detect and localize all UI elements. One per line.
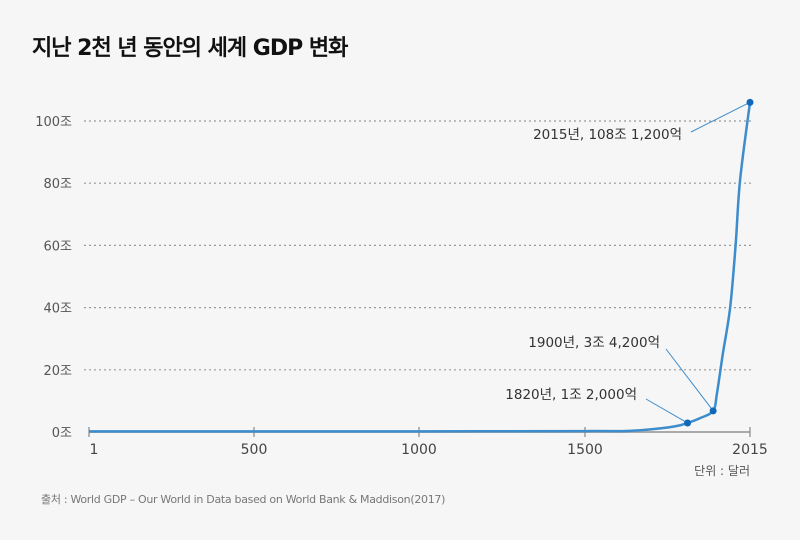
chart-title: 지난 2천 년 동안의 세계 GDP 변화 (32, 36, 348, 61)
annotation-label: 2015년, 108조 1,200억 (533, 127, 682, 143)
y-tick-label: 20조 (43, 364, 72, 379)
x-tick-label: 500 (241, 442, 268, 458)
x-tick-label: 2015 (732, 442, 768, 458)
y-tick-label: 40조 (43, 302, 72, 317)
gdp-series-line (89, 102, 752, 433)
y-tick-label: 0조 (52, 426, 72, 441)
data-point (709, 407, 717, 415)
y-tick-label: 100조 (35, 115, 72, 130)
source-note: 출처 : World GDP – Our World in Data based… (41, 493, 446, 506)
annotation-label: 1820년, 1조 2,000억 (505, 387, 637, 403)
x-tick-label: 1 (90, 442, 99, 458)
data-point (746, 98, 754, 106)
x-tick-label: 1500 (567, 442, 603, 458)
annotation-leader (690, 101, 751, 133)
x-tick-label: 1000 (401, 442, 437, 458)
annotation-leader (665, 348, 714, 412)
data-point (684, 419, 692, 427)
y-tick-label: 80조 (43, 177, 72, 192)
annotation-label: 1900년, 3조 4,200억 (528, 335, 660, 351)
y-tick-label: 60조 (43, 239, 72, 254)
annotation-leader (645, 398, 688, 424)
unit-note: 단위 : 달러 (694, 464, 750, 478)
